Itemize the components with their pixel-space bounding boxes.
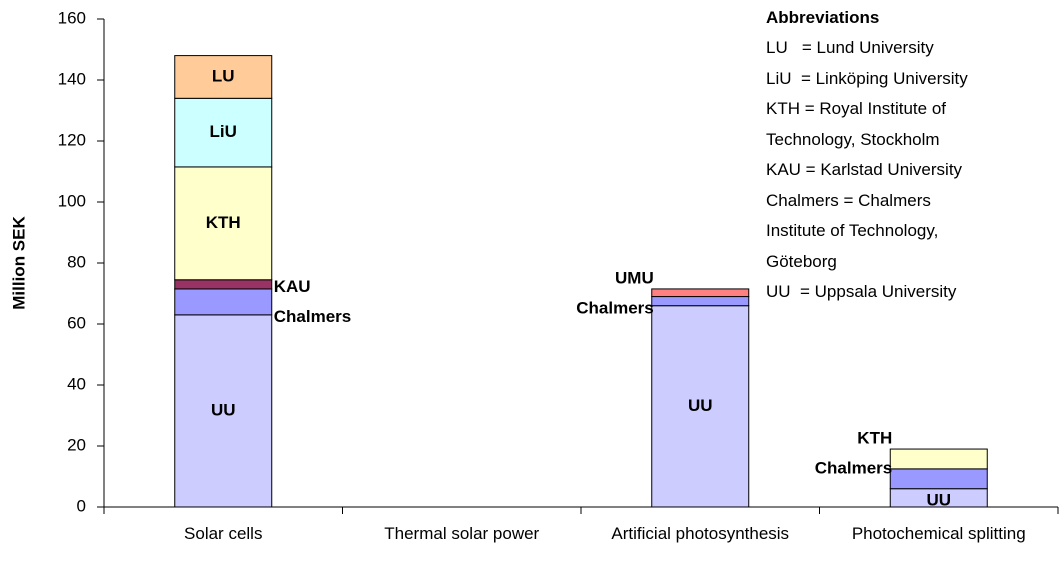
- segment-label: Chalmers: [815, 459, 892, 478]
- x-tick-label: Photochemical splitting: [851, 524, 1026, 543]
- abbreviation-line: LU = Lund University: [766, 38, 934, 57]
- y-tick-label: 160: [58, 8, 86, 27]
- bar-segment: [174, 279, 273, 290]
- abbreviation-line: LiU = Linköping University: [766, 68, 968, 88]
- bar-segment: [174, 55, 273, 99]
- abbreviation-line: KAU = Karlstad University: [766, 160, 963, 179]
- y-tick-label: 60: [67, 313, 86, 332]
- abbreviation-line: Technology, Stockholm: [766, 129, 940, 149]
- segment-label: Chalmers: [274, 307, 351, 326]
- bar-segment: [889, 468, 988, 490]
- segment-label: UU: [926, 490, 951, 509]
- segment-label: KTH: [857, 429, 892, 448]
- segment-label: UMU: [615, 268, 654, 287]
- y-axis-label: Million SEK: [9, 216, 28, 310]
- segment-label: LiU: [210, 122, 237, 141]
- y-tick-label: 140: [58, 69, 86, 88]
- bar-segment: [174, 288, 273, 316]
- y-tick-label: 80: [67, 252, 86, 271]
- segment-label: UU: [211, 400, 236, 419]
- segment-label: LU: [212, 66, 235, 85]
- y-tick-label: 20: [67, 435, 86, 454]
- abbreviation-line: Institute of Technology,: [766, 221, 939, 240]
- y-tick-label: 100: [58, 191, 86, 210]
- bar-segment: [174, 314, 273, 508]
- segment-label: UU: [688, 396, 713, 415]
- segment-label: KTH: [206, 213, 241, 232]
- y-tick-label: 40: [67, 374, 86, 393]
- x-tick-label: Thermal solar power: [384, 524, 540, 543]
- abbreviation-line: Göteborg: [766, 251, 837, 271]
- abbreviation-line: KTH = Royal Institute of: [766, 99, 946, 118]
- bar-segment: [889, 448, 988, 470]
- bar-segment: [174, 166, 273, 281]
- y-tick-label: 0: [77, 496, 86, 515]
- bar-segment: [651, 305, 750, 508]
- y-tick-label: 120: [58, 130, 86, 149]
- abbreviation-line: UU = Uppsala University: [766, 282, 957, 301]
- abbreviations-title: Abbreviations: [766, 8, 880, 27]
- bar-segment: [651, 288, 750, 298]
- x-tick-label: Solar cells: [184, 524, 263, 543]
- x-tick-label: Artificial photosynthesis: [611, 524, 790, 543]
- abbreviation-line: Chalmers = Chalmers: [766, 190, 931, 210]
- segment-label: KAU: [274, 277, 311, 296]
- bar-segment: [651, 296, 750, 307]
- bar-segment: [174, 97, 273, 168]
- segment-label: Chalmers: [576, 298, 653, 317]
